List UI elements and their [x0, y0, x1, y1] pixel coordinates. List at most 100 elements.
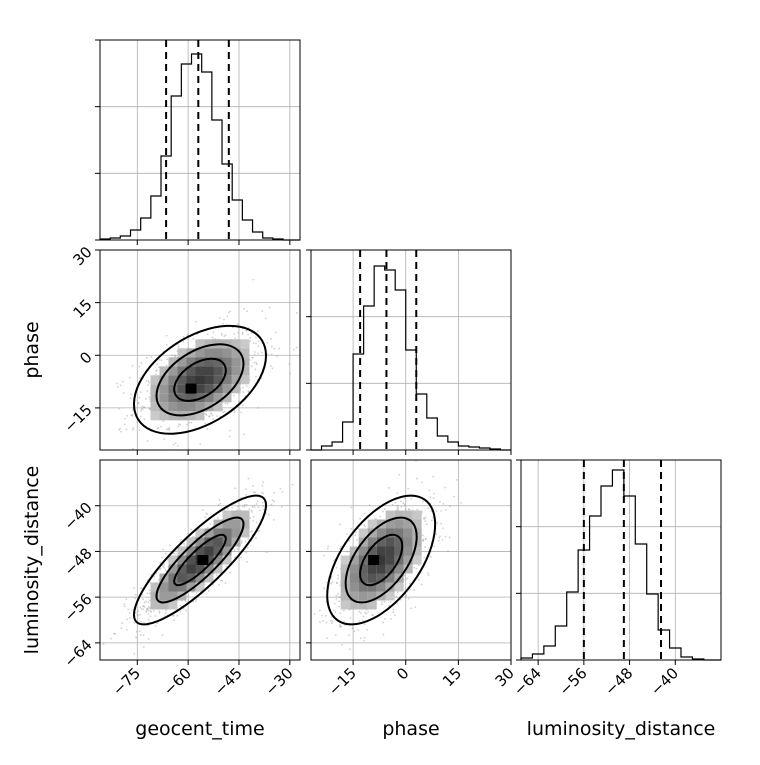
panel-frame-hist-geocent_time	[99, 39, 301, 241]
scatter-point	[363, 636, 366, 639]
density-cell	[150, 591, 160, 601]
scatter-point	[139, 613, 141, 616]
scatter-point	[245, 551, 248, 554]
scatter-point	[137, 402, 140, 404]
scatter-point	[209, 412, 212, 415]
scatter-point	[427, 507, 430, 510]
scatter-point	[256, 500, 259, 503]
scatter-point	[404, 508, 407, 511]
density-peak	[368, 555, 380, 565]
scatter-point	[383, 600, 386, 603]
scatter-point	[266, 341, 269, 344]
scatter-point	[205, 414, 208, 416]
scatter-point	[117, 385, 119, 388]
scatter-point	[359, 517, 361, 520]
scatter-point	[332, 609, 335, 612]
scatter-point	[143, 606, 146, 608]
scatter-point	[145, 611, 148, 613]
scatter-point	[245, 385, 248, 387]
scatter-point	[126, 414, 128, 417]
scatter-point	[430, 510, 433, 513]
density-cell	[358, 600, 368, 610]
scatter-point	[159, 567, 162, 570]
scatter-point	[270, 345, 273, 348]
scatter-point	[430, 519, 433, 522]
scatter-point	[383, 508, 386, 510]
scatter-point	[394, 501, 397, 504]
scatter-point	[206, 333, 209, 336]
scatter-point	[147, 618, 150, 621]
scatter-point	[128, 616, 131, 619]
scatter-point	[391, 504, 394, 506]
scatter-point	[416, 477, 418, 480]
scatter-point	[163, 567, 165, 569]
scatter-point	[253, 506, 256, 509]
ytick-label-luminosity_distance-0: −64	[61, 636, 96, 671]
scatter-point	[195, 320, 198, 323]
scatter-point	[252, 520, 255, 522]
scatter-point	[278, 347, 280, 350]
density-cell	[222, 546, 232, 556]
scatter-point	[255, 503, 258, 505]
panel-frame-hist-luminosity_distance	[520, 459, 722, 661]
scatter-point	[183, 543, 186, 545]
scatter-point	[241, 505, 244, 507]
scatter-point	[390, 618, 393, 620]
density-cell	[222, 393, 232, 403]
scatter-point	[438, 537, 441, 539]
scatter-point	[379, 515, 381, 518]
xtick-label-geocent_time-2: −45	[211, 664, 246, 699]
scatter-point	[335, 566, 338, 569]
density-cell	[358, 528, 368, 538]
scatter-point	[448, 536, 451, 539]
scatter-point	[149, 452, 151, 454]
scatter-point	[358, 610, 361, 613]
scatter-point	[295, 346, 298, 349]
xaxis-label-geocent_time: geocent_time	[135, 718, 264, 740]
density-cell	[195, 348, 205, 358]
scatter-point	[218, 583, 220, 586]
density-cell	[186, 402, 196, 412]
scatter-point	[396, 602, 399, 605]
scatter-point	[156, 363, 158, 366]
density-cell	[412, 555, 422, 565]
scatter-point	[166, 358, 168, 361]
contour-level-1	[359, 533, 404, 587]
density-cell	[213, 348, 223, 358]
density-cell	[168, 411, 178, 421]
density-cell	[231, 519, 241, 529]
density-cell	[168, 366, 178, 376]
scatter-point	[245, 503, 248, 506]
ytick-label-luminosity_distance-2: −48	[61, 544, 96, 579]
scatter-point	[119, 427, 121, 430]
scatter-point	[323, 587, 326, 590]
density-cell	[204, 393, 214, 403]
scatter-point	[165, 552, 167, 555]
scatter-point	[251, 511, 253, 513]
scatter-point	[223, 335, 226, 338]
scatter-point	[233, 548, 236, 551]
density-cell	[385, 546, 395, 556]
scatter-point	[171, 614, 174, 617]
scatter-point	[270, 353, 273, 356]
scatter-point	[216, 516, 219, 519]
scatter-point	[224, 402, 227, 405]
scatter-point	[180, 538, 183, 541]
scatter-point	[333, 602, 336, 605]
scatter-point	[427, 572, 429, 575]
density-cell	[168, 384, 178, 394]
density-cell	[367, 564, 377, 574]
density-cell	[231, 339, 241, 349]
scatter-point	[352, 627, 354, 630]
scatter-point	[231, 506, 234, 509]
density-cell	[240, 528, 250, 538]
density-cell	[204, 564, 214, 574]
density-cell	[195, 366, 205, 376]
scatter-point	[148, 408, 151, 410]
density-cell	[195, 537, 205, 547]
scatter-point	[476, 439, 478, 441]
scatter-point	[143, 621, 145, 624]
scatter-point	[409, 589, 411, 591]
scatter-point	[184, 600, 187, 603]
scatter-point	[335, 594, 338, 597]
